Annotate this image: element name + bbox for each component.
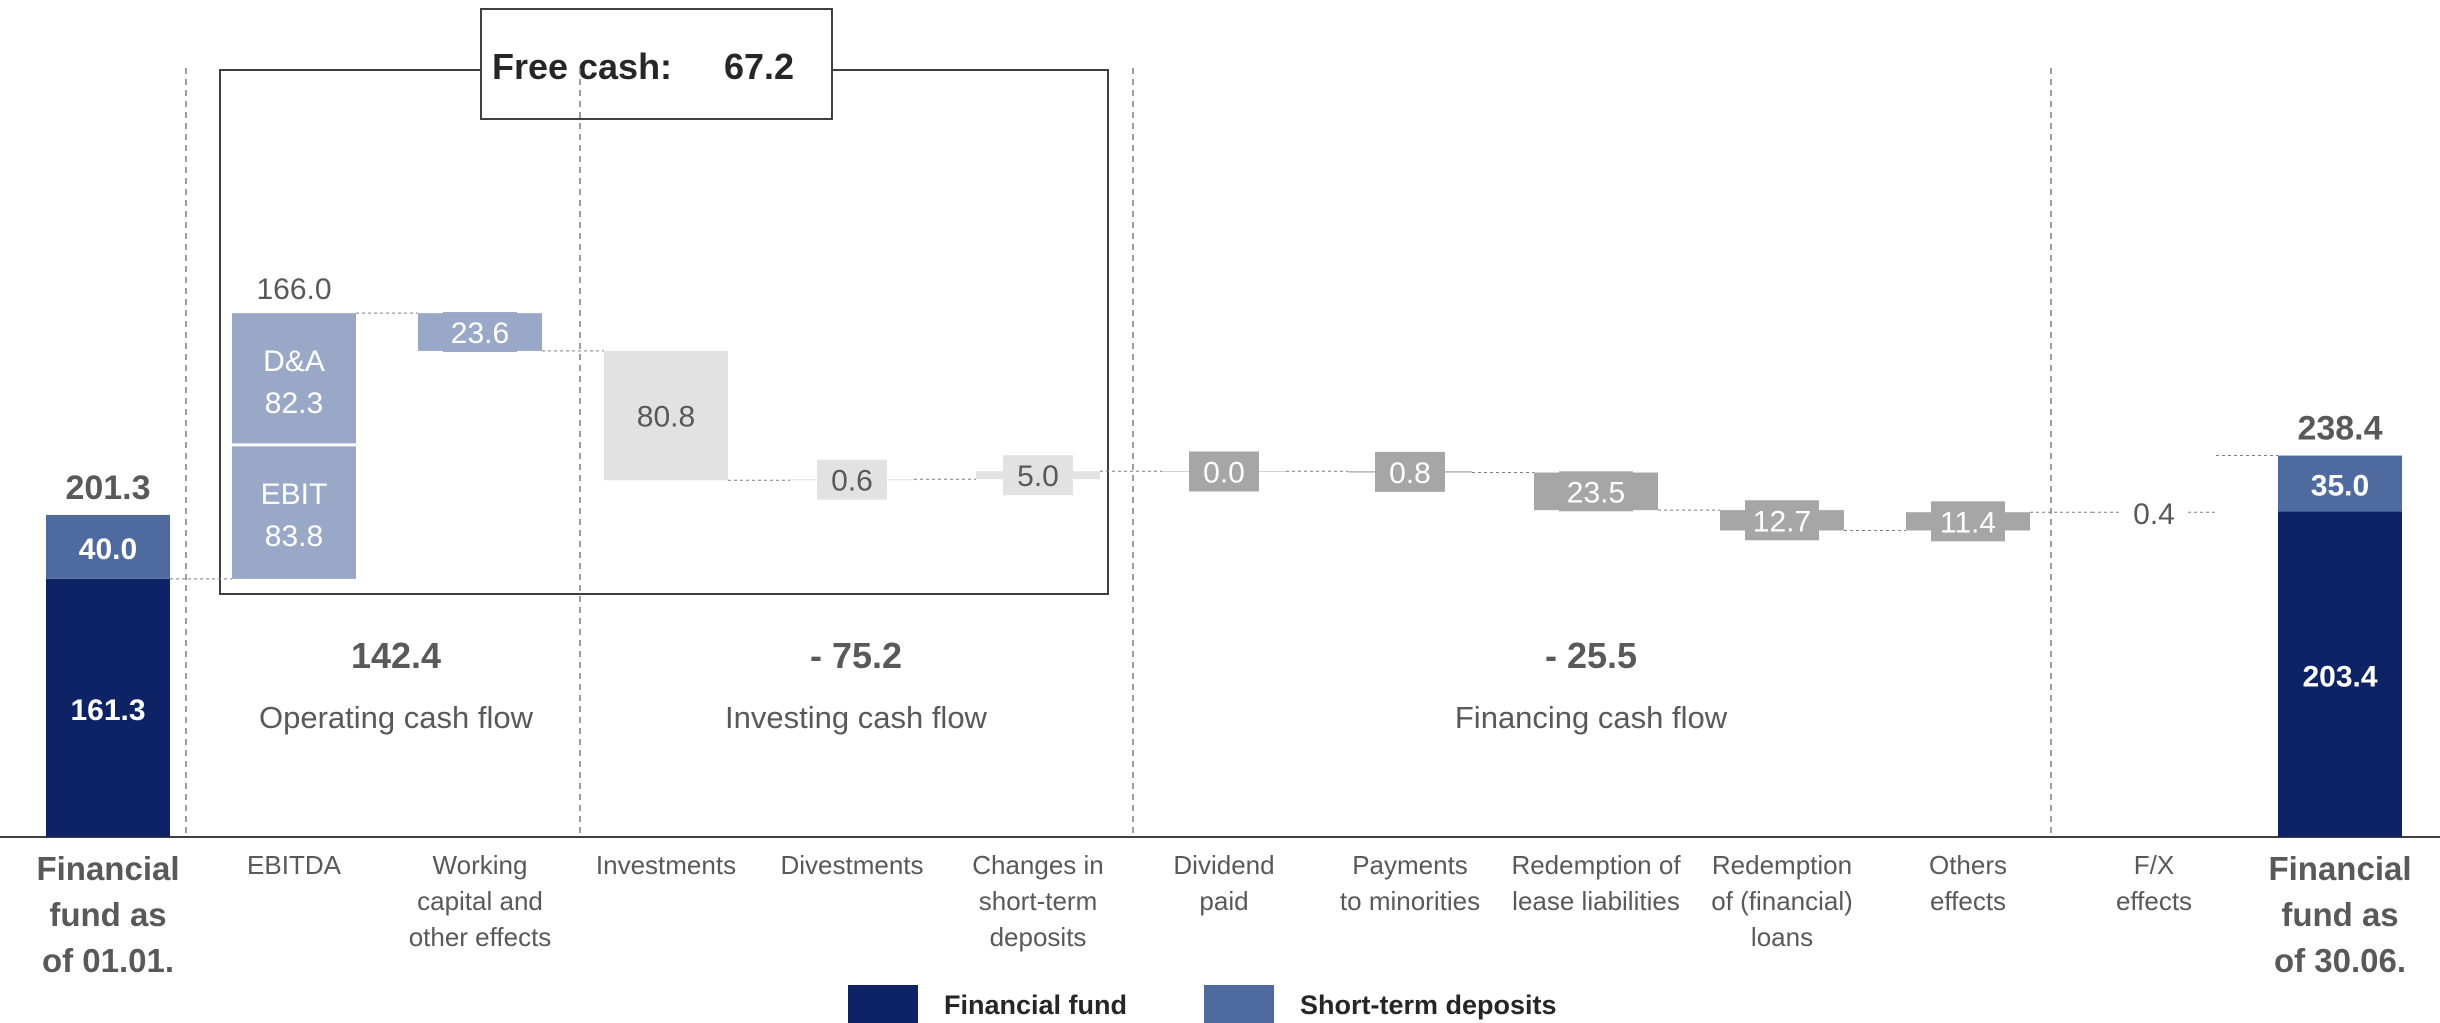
category-label: paid [1199,886,1248,916]
category-label: lease liabilities [1512,886,1680,916]
category-label: capital and [417,886,543,916]
category-label: Divestments [780,850,923,880]
category-label: Financial [36,850,179,887]
step-value-label: 5.0 [1017,460,1059,493]
category-label: Financial [2268,850,2411,887]
category-label: fund as [2281,896,2398,933]
step-value-label: 23.5 [1567,476,1625,509]
step-value-label: 0.6 [831,465,873,498]
section-total-name: Investing cash flow [725,700,988,735]
step-label-bg [443,312,517,353]
free-cash-title-box [480,8,833,120]
free-cash-label: Free cash: [492,46,672,87]
category-label: Redemption [1712,850,1852,880]
step-value-label: 0.4 [2133,498,2175,531]
category-label: of 01.01. [42,942,174,979]
category-label: short-term [979,886,1097,916]
category-label: effects [2116,886,2192,916]
start-total-value: 201.3 [65,469,150,507]
legend-label: Financial fund [944,990,1127,1020]
ebitda-part-label: 82.3 [265,387,323,420]
fx-label-bg [2120,490,2188,531]
step-bar [604,350,728,481]
step-label-bg [817,459,887,500]
category-label: loans [1751,922,1813,952]
free-cash-value: 67.2 [724,46,794,87]
category-label: Payments [1352,850,1468,880]
section-total-value: - 25.5 [1545,635,1637,676]
section-total-name: Financing cash flow [1455,700,1728,735]
ebitda-total-value: 166.0 [256,273,331,306]
category-label: other effects [409,922,552,952]
step-value-label: 80.8 [637,401,695,434]
category-label: fund as [49,896,166,933]
step-value-label: 0.8 [1389,457,1431,490]
category-label: Working [433,850,528,880]
category-label: to minorities [1340,886,1480,916]
category-label: Redemption of [1511,850,1681,880]
step-label-bg [1559,471,1633,512]
category-label: of (financial) [1711,886,1853,916]
category-label: effects [1930,886,2006,916]
ebitda-ebit-bar [232,444,356,579]
legend-swatch [1204,985,1274,1023]
end-total-value: 238.4 [2297,410,2382,448]
step-value-label: 23.6 [451,317,509,350]
section-total-value: - 75.2 [810,635,902,676]
step-label-bg [1003,455,1073,496]
end-financial-fund-bar [2278,511,2402,837]
category-label: Changes in [972,850,1104,880]
category-label: F/X [2134,850,2174,880]
step-value-label: 0.0 [1203,456,1245,489]
category-label: Investments [596,850,736,880]
ebitda-part-label: 83.8 [265,520,323,553]
legend-label: Short-term deposits [1300,990,1557,1020]
step-label-bg [1375,451,1445,492]
category-label: Others [1929,850,2007,880]
end-short-term-deposits-value: 35.0 [2311,470,2369,503]
start-short-term-deposits-bar [46,514,170,579]
end-financial-fund-value: 203.4 [2302,660,2377,693]
category-label: Dividend [1173,850,1274,880]
end-short-term-deposits-bar [2278,455,2402,512]
step-label-bg [1189,451,1259,492]
section-total-name: Operating cash flow [259,700,534,735]
step-value-label: 11.4 [1940,506,1996,539]
start-financial-fund-bar [46,578,170,837]
step-value-label: 12.7 [1753,505,1811,538]
category-label: of 30.06. [2274,942,2406,979]
category-label: deposits [990,922,1087,952]
ebitda-part-label: EBIT [261,478,328,511]
legend-swatch [848,985,918,1023]
ebitda-part-label: D&A [263,345,325,378]
category-label: EBITDA [247,850,342,880]
section-total-value: 142.4 [351,635,441,676]
start-short-term-deposits-value: 40.0 [79,533,137,566]
ebitda-da-bar [232,313,356,445]
step-label-bg [1931,501,2005,542]
start-financial-fund-value: 161.3 [70,694,145,727]
step-label-bg [1745,500,1819,541]
